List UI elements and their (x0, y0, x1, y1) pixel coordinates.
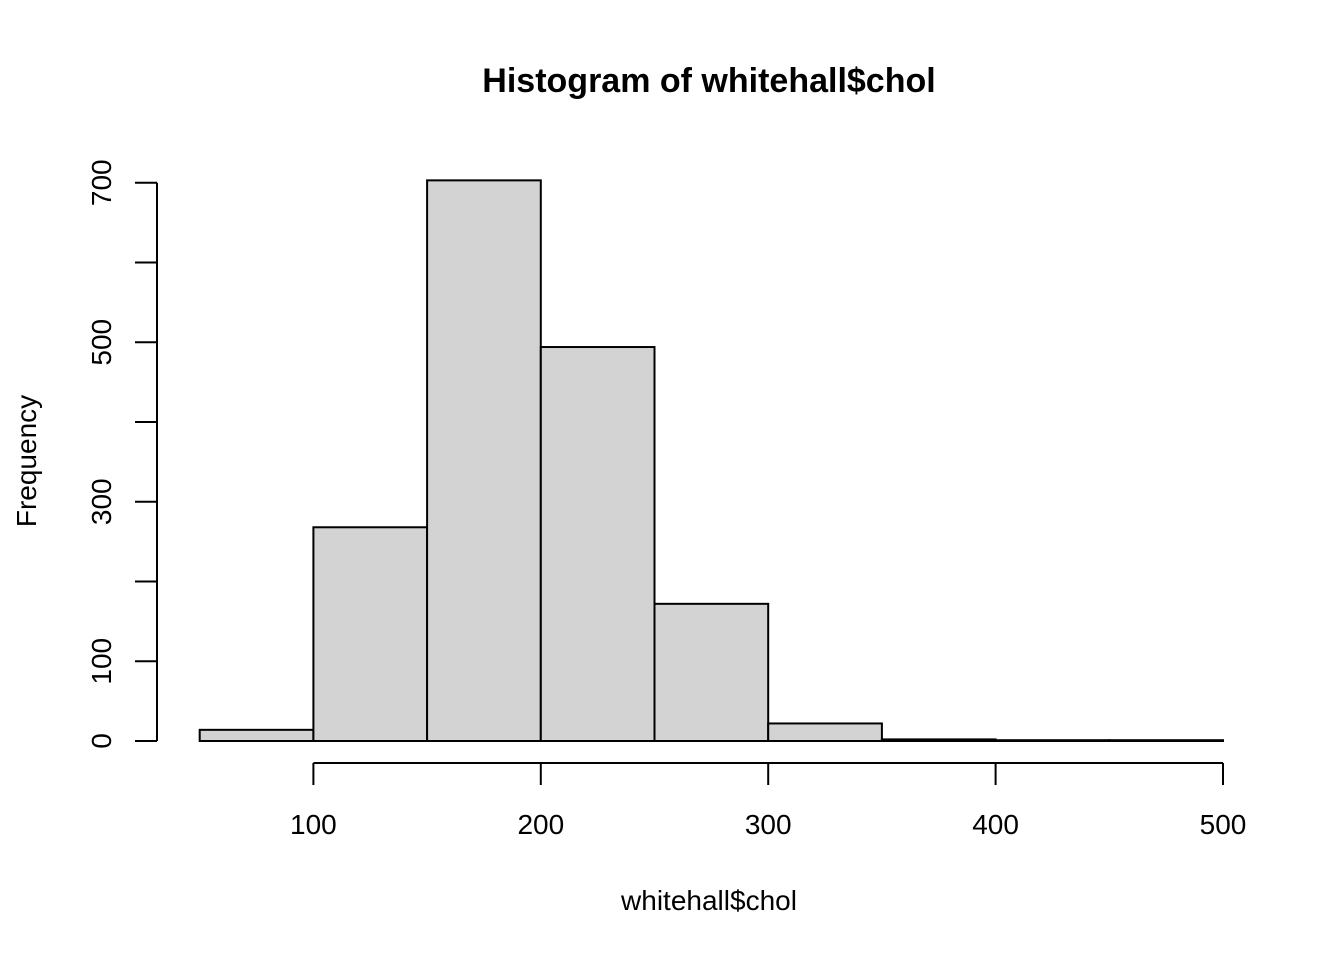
x-tick-label-100: 100 (290, 809, 337, 840)
x-tick-label-400: 400 (972, 809, 1019, 840)
histogram-bar-50-100 (198, 728, 315, 743)
histogram-bar-450-500 (1108, 739, 1225, 743)
y-tick-label-300: 300 (86, 478, 117, 525)
x-axis: 100 200 300 400 500 (290, 762, 1247, 840)
histogram-bar-350-400 (880, 738, 997, 743)
histogram-bar-300-350 (767, 722, 883, 743)
y-tick-label-700: 700 (86, 159, 117, 206)
histogram-bar-150-200 (426, 179, 542, 743)
chart-title: Histogram of whitehall$chol (482, 62, 935, 100)
bars-group (198, 179, 1225, 743)
histogram-bar-250-300 (653, 602, 770, 743)
x-tick-label-300: 300 (745, 809, 792, 840)
histogram-bar-400-450 (994, 739, 1111, 743)
x-tick-label-500: 500 (1200, 809, 1247, 840)
y-axis: 0 100 300 500 700 (86, 159, 158, 749)
x-tick-label-200: 200 (517, 809, 564, 840)
y-tick-label-500: 500 (86, 319, 117, 366)
x-axis-label: whitehall$chol (620, 885, 797, 916)
y-tick-label-100: 100 (86, 638, 117, 685)
histogram-bar-100-150 (312, 526, 429, 743)
histogram-bar-200-250 (539, 346, 656, 742)
y-tick-label-0: 0 (86, 733, 117, 749)
y-axis-label: Frequency (11, 395, 42, 527)
